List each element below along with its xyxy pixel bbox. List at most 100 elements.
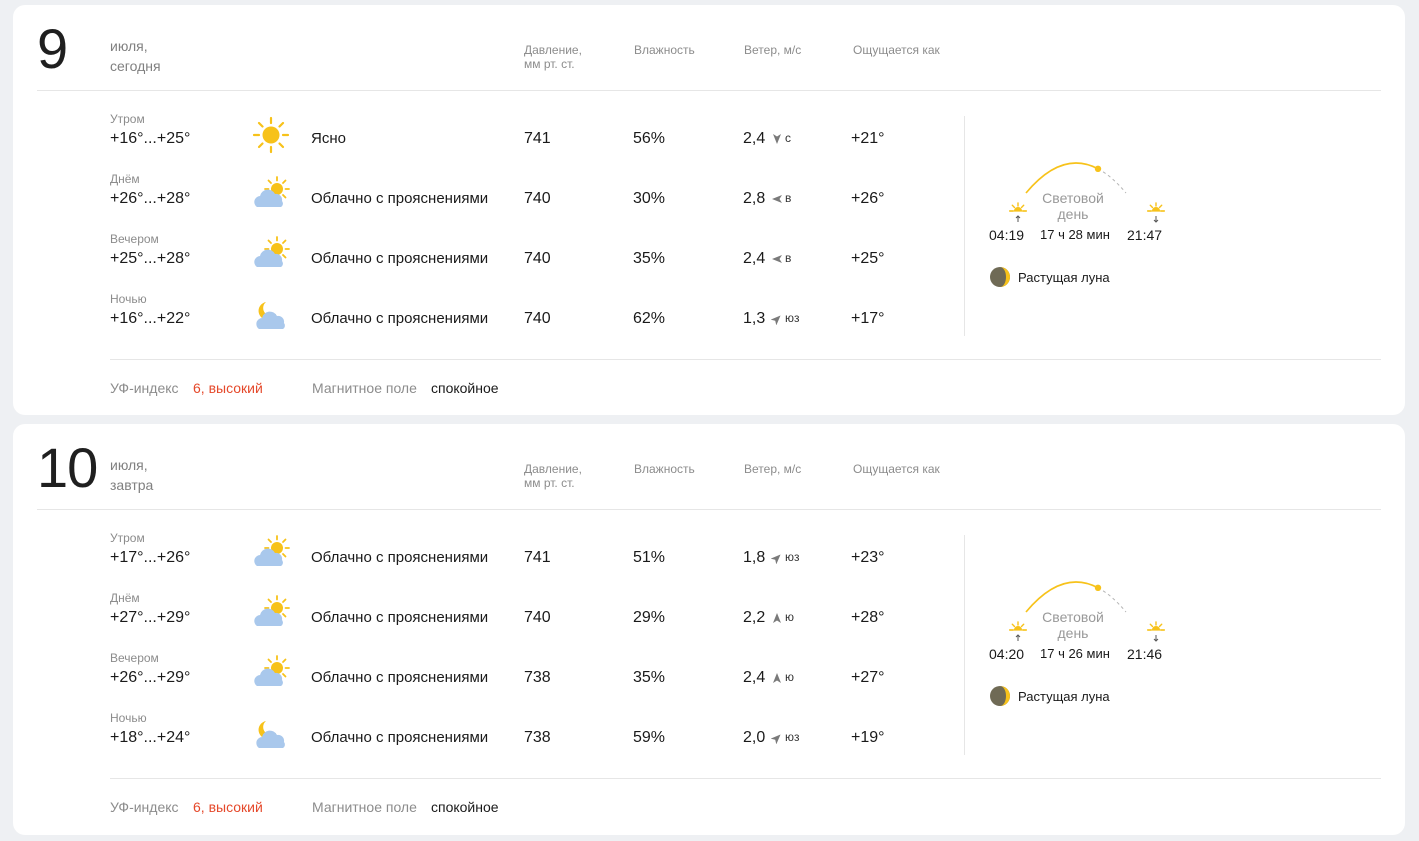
wind-direction-arrow-icon <box>770 731 783 745</box>
day-part-label: Ночью <box>110 711 147 725</box>
forecast-row: Днём +26°...+28° Облачно с прояснениями … <box>13 172 963 232</box>
condition-text: Облачно с прояснениями <box>311 669 489 686</box>
wind-speed: 1,3 <box>743 310 766 327</box>
wind-direction: ю <box>785 610 794 624</box>
divider <box>37 509 1381 510</box>
wind-direction: в <box>785 191 792 205</box>
wind-direction-arrow-icon <box>770 312 783 326</box>
daylight-label-line2: день <box>1057 206 1089 222</box>
temperature-range: +18°...+24° <box>110 729 191 746</box>
wind-direction-arrow-icon <box>771 132 783 144</box>
pressure-header: Давление, мм рт. ст. <box>524 462 582 490</box>
day-part-label: Днём <box>110 591 140 605</box>
partly-cloudy-day-icon <box>251 236 291 274</box>
forecast-row: Вечером +25°...+28° Облачно с прояснения… <box>13 232 963 292</box>
feels-like-value: +26° <box>851 190 885 207</box>
sunset-time: 21:47 <box>1127 227 1163 243</box>
day-part-label: Вечером <box>110 232 159 246</box>
feels-like-value: +23° <box>851 549 885 566</box>
feels-like-value: +19° <box>851 729 885 746</box>
vertical-divider <box>964 535 965 755</box>
relative-day-label: сегодня <box>110 58 161 74</box>
pressure-header-line2: мм рт. ст. <box>524 476 575 490</box>
feels-like-value: +28° <box>851 609 885 626</box>
day-part-label: Утром <box>110 531 145 545</box>
moon-phase-label: Растущая луна <box>1018 689 1110 704</box>
uv-index-label: УФ-индекс <box>110 380 179 396</box>
temperature-range: +26°...+28° <box>110 190 191 207</box>
sun-icon <box>251 116 291 154</box>
wind-direction: ю <box>785 670 794 684</box>
pressure-value: 740 <box>524 250 551 267</box>
humidity-value: 62% <box>633 310 666 327</box>
humidity-value: 35% <box>633 250 666 267</box>
temperature-range: +16°...+25° <box>110 130 191 147</box>
wind-direction: юз <box>785 730 800 744</box>
wind-direction: с <box>785 131 791 145</box>
wind-direction: в <box>785 251 792 265</box>
partly-cloudy-day-icon <box>251 595 291 633</box>
daylight-duration: 17 ч 26 мин <box>1040 646 1110 661</box>
wind-speed: 2,2 <box>743 609 766 626</box>
humidity-value: 51% <box>633 549 666 566</box>
daylight-arc-icon <box>981 153 1171 243</box>
wind-speed: 2,4 <box>743 130 766 147</box>
pressure-header-line2: мм рт. ст. <box>524 57 575 71</box>
wind-header: Ветер, м/с <box>744 462 802 476</box>
moon-phase-label: Растущая луна <box>1018 270 1110 285</box>
humidity-header: Влажность <box>634 43 695 57</box>
day-date: июля, сегодня <box>110 36 161 76</box>
magnetic-field-value: спокойное <box>431 380 499 396</box>
daylight-label-line1: Световой <box>1042 609 1104 625</box>
partly-cloudy-day-icon <box>251 655 291 693</box>
moon-phase-icon <box>989 266 1011 288</box>
forecast-row: Днём +27°...+29° Облачно с прояснениями … <box>13 591 963 651</box>
uv-index-value: 6, высокий <box>193 380 263 396</box>
condition-text: Ясно <box>311 130 346 147</box>
condition-text: Облачно с прояснениями <box>311 190 489 207</box>
divider <box>110 778 1381 779</box>
relative-day-label: завтра <box>110 477 154 493</box>
wind-direction-arrow-icon <box>770 551 783 565</box>
pressure-value: 740 <box>524 310 551 327</box>
wind-speed: 2,8 <box>743 190 766 207</box>
pressure-value: 740 <box>524 190 551 207</box>
feels-like-value: +25° <box>851 250 885 267</box>
daylight-label: Световой день <box>1026 609 1120 641</box>
condition-text: Облачно с прояснениями <box>311 310 489 327</box>
temperature-range: +27°...+29° <box>110 609 191 626</box>
daylight-arc-icon <box>981 572 1171 662</box>
condition-text: Облачно с прояснениями <box>311 609 489 626</box>
wind-direction-arrow-icon <box>771 252 783 264</box>
magnetic-field-label: Магнитное поле <box>312 799 417 815</box>
wind-direction: юз <box>785 311 800 325</box>
day-card: 10 июля, завтра Давление, мм рт. ст. Вла… <box>13 424 1405 835</box>
wind-direction-arrow-icon <box>771 192 783 204</box>
pressure-header-line1: Давление, <box>524 462 582 476</box>
uv-index-value: 6, высокий <box>193 799 263 815</box>
day-date: июля, завтра <box>110 455 153 495</box>
divider <box>37 90 1381 91</box>
sunrise-time: 04:19 <box>989 227 1025 243</box>
forecast-row: Утром +16°...+25° Ясно 741 56% 2,4 с +21… <box>13 112 963 172</box>
day-part-label: Ночью <box>110 292 147 306</box>
humidity-value: 59% <box>633 729 666 746</box>
humidity-value: 30% <box>633 190 666 207</box>
wind-speed: 2,0 <box>743 729 766 746</box>
feels-like-value: +21° <box>851 130 885 147</box>
wind-direction: юз <box>785 550 800 564</box>
humidity-value: 29% <box>633 609 666 626</box>
month-label: июля, <box>110 38 148 54</box>
magnetic-field-label: Магнитное поле <box>312 380 417 396</box>
humidity-value: 56% <box>633 130 666 147</box>
temperature-range: +25°...+28° <box>110 250 191 267</box>
pressure-value: 740 <box>524 609 551 626</box>
wind-speed: 2,4 <box>743 250 766 267</box>
day-card: 9 июля, сегодня Давление, мм рт. ст. Вла… <box>13 5 1405 415</box>
pressure-value: 738 <box>524 729 551 746</box>
daylight-label-line1: Световой <box>1042 190 1104 206</box>
day-part-label: Днём <box>110 172 140 186</box>
magnetic-field-value: спокойное <box>431 799 499 815</box>
humidity-value: 35% <box>633 669 666 686</box>
daylight-label-line2: день <box>1057 625 1089 641</box>
